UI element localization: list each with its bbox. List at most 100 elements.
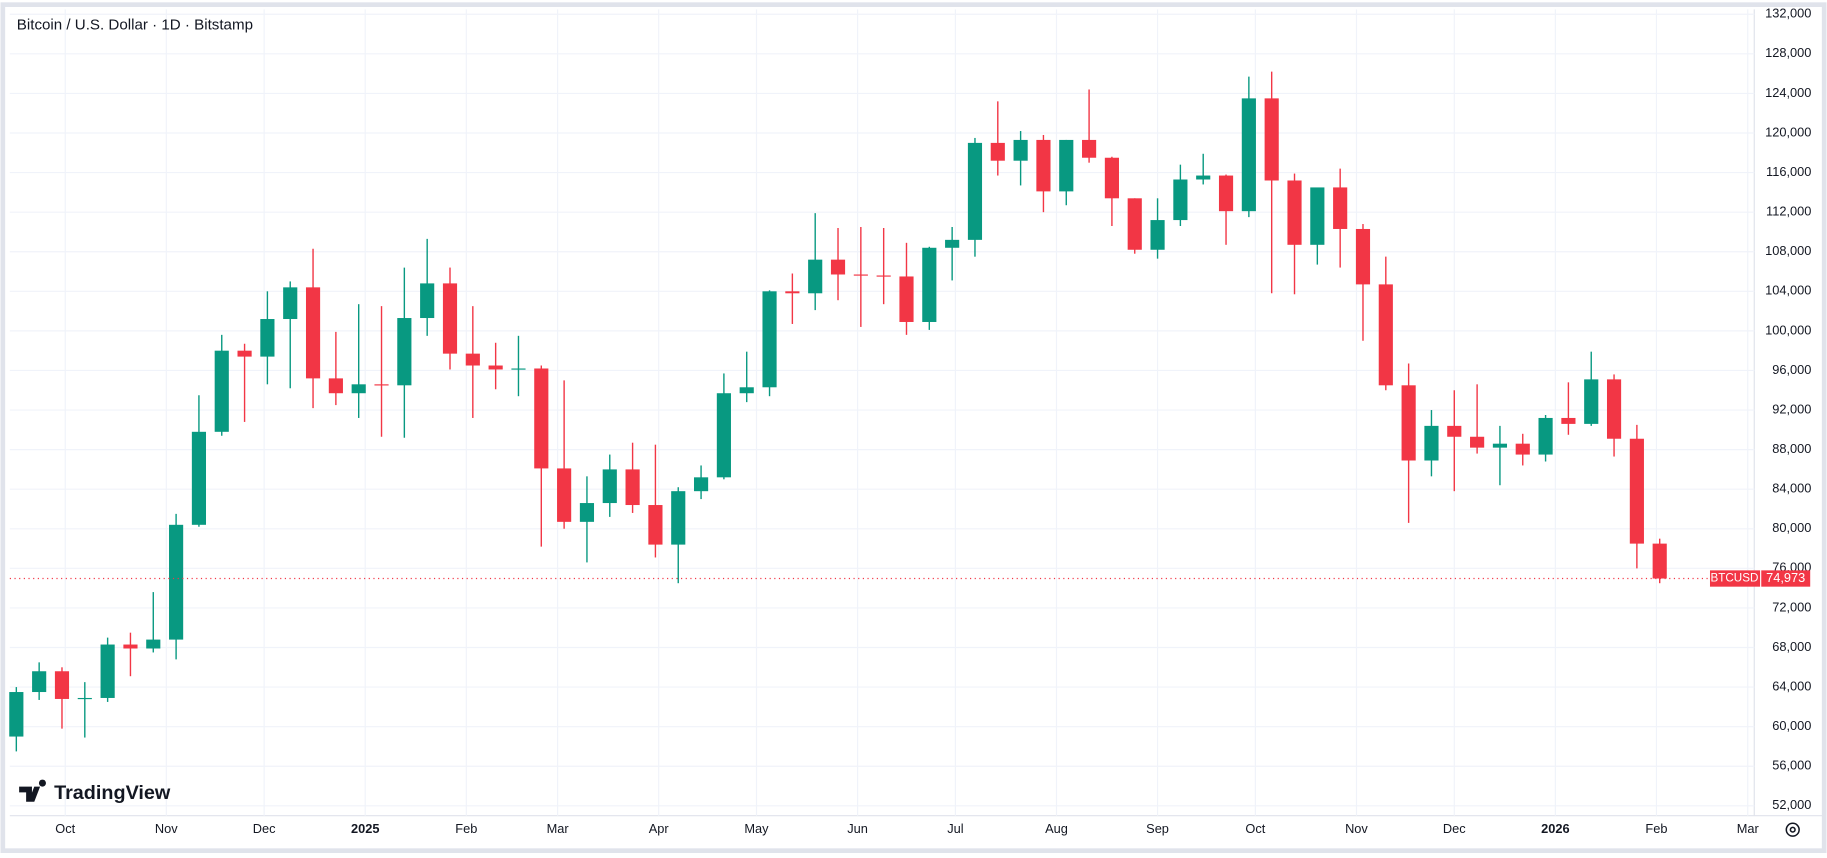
candle-body xyxy=(1652,543,1667,579)
y-tick-label: 116,000 xyxy=(1766,164,1811,179)
candle-body xyxy=(1036,139,1051,192)
candle-body xyxy=(1515,443,1530,455)
candle-body xyxy=(32,671,47,693)
candle-body xyxy=(1082,139,1097,158)
candle-body xyxy=(785,291,800,294)
x-tick-label: 2025 xyxy=(351,821,379,836)
candle-body xyxy=(625,469,640,506)
y-tick-label: 96,000 xyxy=(1772,362,1811,377)
brand-logo: TradingView xyxy=(19,779,171,804)
candle-body xyxy=(1584,379,1599,424)
candle-body xyxy=(830,259,846,275)
candle-body xyxy=(1355,228,1371,285)
y-tick-label: 84,000 xyxy=(1772,481,1811,496)
candle-body xyxy=(511,368,526,370)
x-tick-label: 2026 xyxy=(1541,821,1569,836)
candle-body xyxy=(1561,417,1576,424)
candle-body xyxy=(1470,436,1485,448)
y-tick-label: 60,000 xyxy=(1772,718,1811,733)
candle-body xyxy=(1447,425,1462,437)
candle-body xyxy=(328,378,343,394)
candle-body xyxy=(1241,98,1256,212)
y-tick-label: 80,000 xyxy=(1772,520,1811,535)
chart-title: Bitcoin / U.S. Dollar · 1D · Bitstamp xyxy=(17,17,253,34)
candle-body xyxy=(853,274,868,276)
candle-body xyxy=(693,477,709,492)
candle-body xyxy=(54,671,70,699)
candle-body xyxy=(1424,425,1439,461)
candle-body xyxy=(1218,175,1234,212)
candle-body xyxy=(1401,385,1416,461)
candle-body xyxy=(488,365,503,370)
candle-body xyxy=(716,393,731,478)
candle-body xyxy=(762,291,777,388)
candle-body xyxy=(283,287,298,320)
x-tick-label: Mar xyxy=(547,821,570,836)
candle-body xyxy=(123,644,138,649)
y-tick-label: 68,000 xyxy=(1772,639,1811,654)
candle-body xyxy=(1059,139,1074,192)
y-tick-label: 56,000 xyxy=(1772,758,1811,773)
y-tick-label: 92,000 xyxy=(1772,401,1811,416)
y-tick-label: 124,000 xyxy=(1765,85,1811,100)
candle-body xyxy=(739,387,754,394)
y-tick-label: 64,000 xyxy=(1772,678,1811,693)
x-tick-label: Jul xyxy=(947,821,963,836)
candle-body xyxy=(990,142,1005,161)
x-tick-label: Jun xyxy=(847,821,868,836)
y-tick-label: 112,000 xyxy=(1766,204,1811,219)
y-tick-label: 88,000 xyxy=(1772,441,1811,456)
candle-body xyxy=(77,697,92,700)
candle-body xyxy=(922,247,937,322)
candles xyxy=(9,71,1667,752)
settings-icon[interactable] xyxy=(1785,822,1800,837)
x-tick-label: Oct xyxy=(1245,821,1265,836)
candle-body xyxy=(1150,220,1165,250)
candle-body xyxy=(351,384,366,394)
candle-body xyxy=(1127,198,1142,250)
candle-body xyxy=(876,275,891,277)
x-tick-label: Sep xyxy=(1146,821,1169,836)
candle-body xyxy=(671,491,686,545)
y-tick-label: 108,000 xyxy=(1765,243,1811,258)
candle-body xyxy=(465,353,480,366)
last-price-badge xyxy=(1761,570,1811,587)
candle-body xyxy=(1104,157,1119,199)
symbol-label: BTCUSD xyxy=(1711,572,1759,585)
candle-body xyxy=(945,239,960,248)
candle-body xyxy=(579,503,595,522)
x-tick-label: Mar xyxy=(1737,821,1760,836)
y-tick-label: 120,000 xyxy=(1765,124,1811,139)
y-tick-label: 52,000 xyxy=(1772,797,1811,812)
candle-body xyxy=(1173,179,1188,221)
candle-body xyxy=(260,319,275,357)
candle-body xyxy=(1378,284,1393,386)
candle-body xyxy=(1538,417,1553,455)
candle-body xyxy=(1492,443,1508,448)
candle-body xyxy=(648,505,663,545)
y-tick-label: 72,000 xyxy=(1772,599,1811,614)
candle-body xyxy=(808,259,823,294)
candle-body xyxy=(1333,187,1348,229)
candle-body xyxy=(214,350,229,432)
candle-body xyxy=(1606,379,1622,439)
candle-body xyxy=(602,469,617,504)
candle-body xyxy=(1310,187,1325,245)
symbol-badge xyxy=(1709,570,1761,587)
y-tick-label: 104,000 xyxy=(1765,283,1811,298)
candle-body xyxy=(1196,175,1211,180)
candle-body xyxy=(146,639,161,649)
candle-body xyxy=(191,431,207,525)
candle-body xyxy=(1264,98,1279,181)
candle-body xyxy=(9,692,24,737)
brand-name: TradingView xyxy=(54,782,171,804)
x-tick-label: Nov xyxy=(155,821,178,836)
candle-body xyxy=(442,283,458,354)
grid xyxy=(9,9,1755,816)
candle-body xyxy=(169,524,184,640)
candle-body xyxy=(1287,180,1302,245)
x-tick-label: Nov xyxy=(1345,821,1368,836)
